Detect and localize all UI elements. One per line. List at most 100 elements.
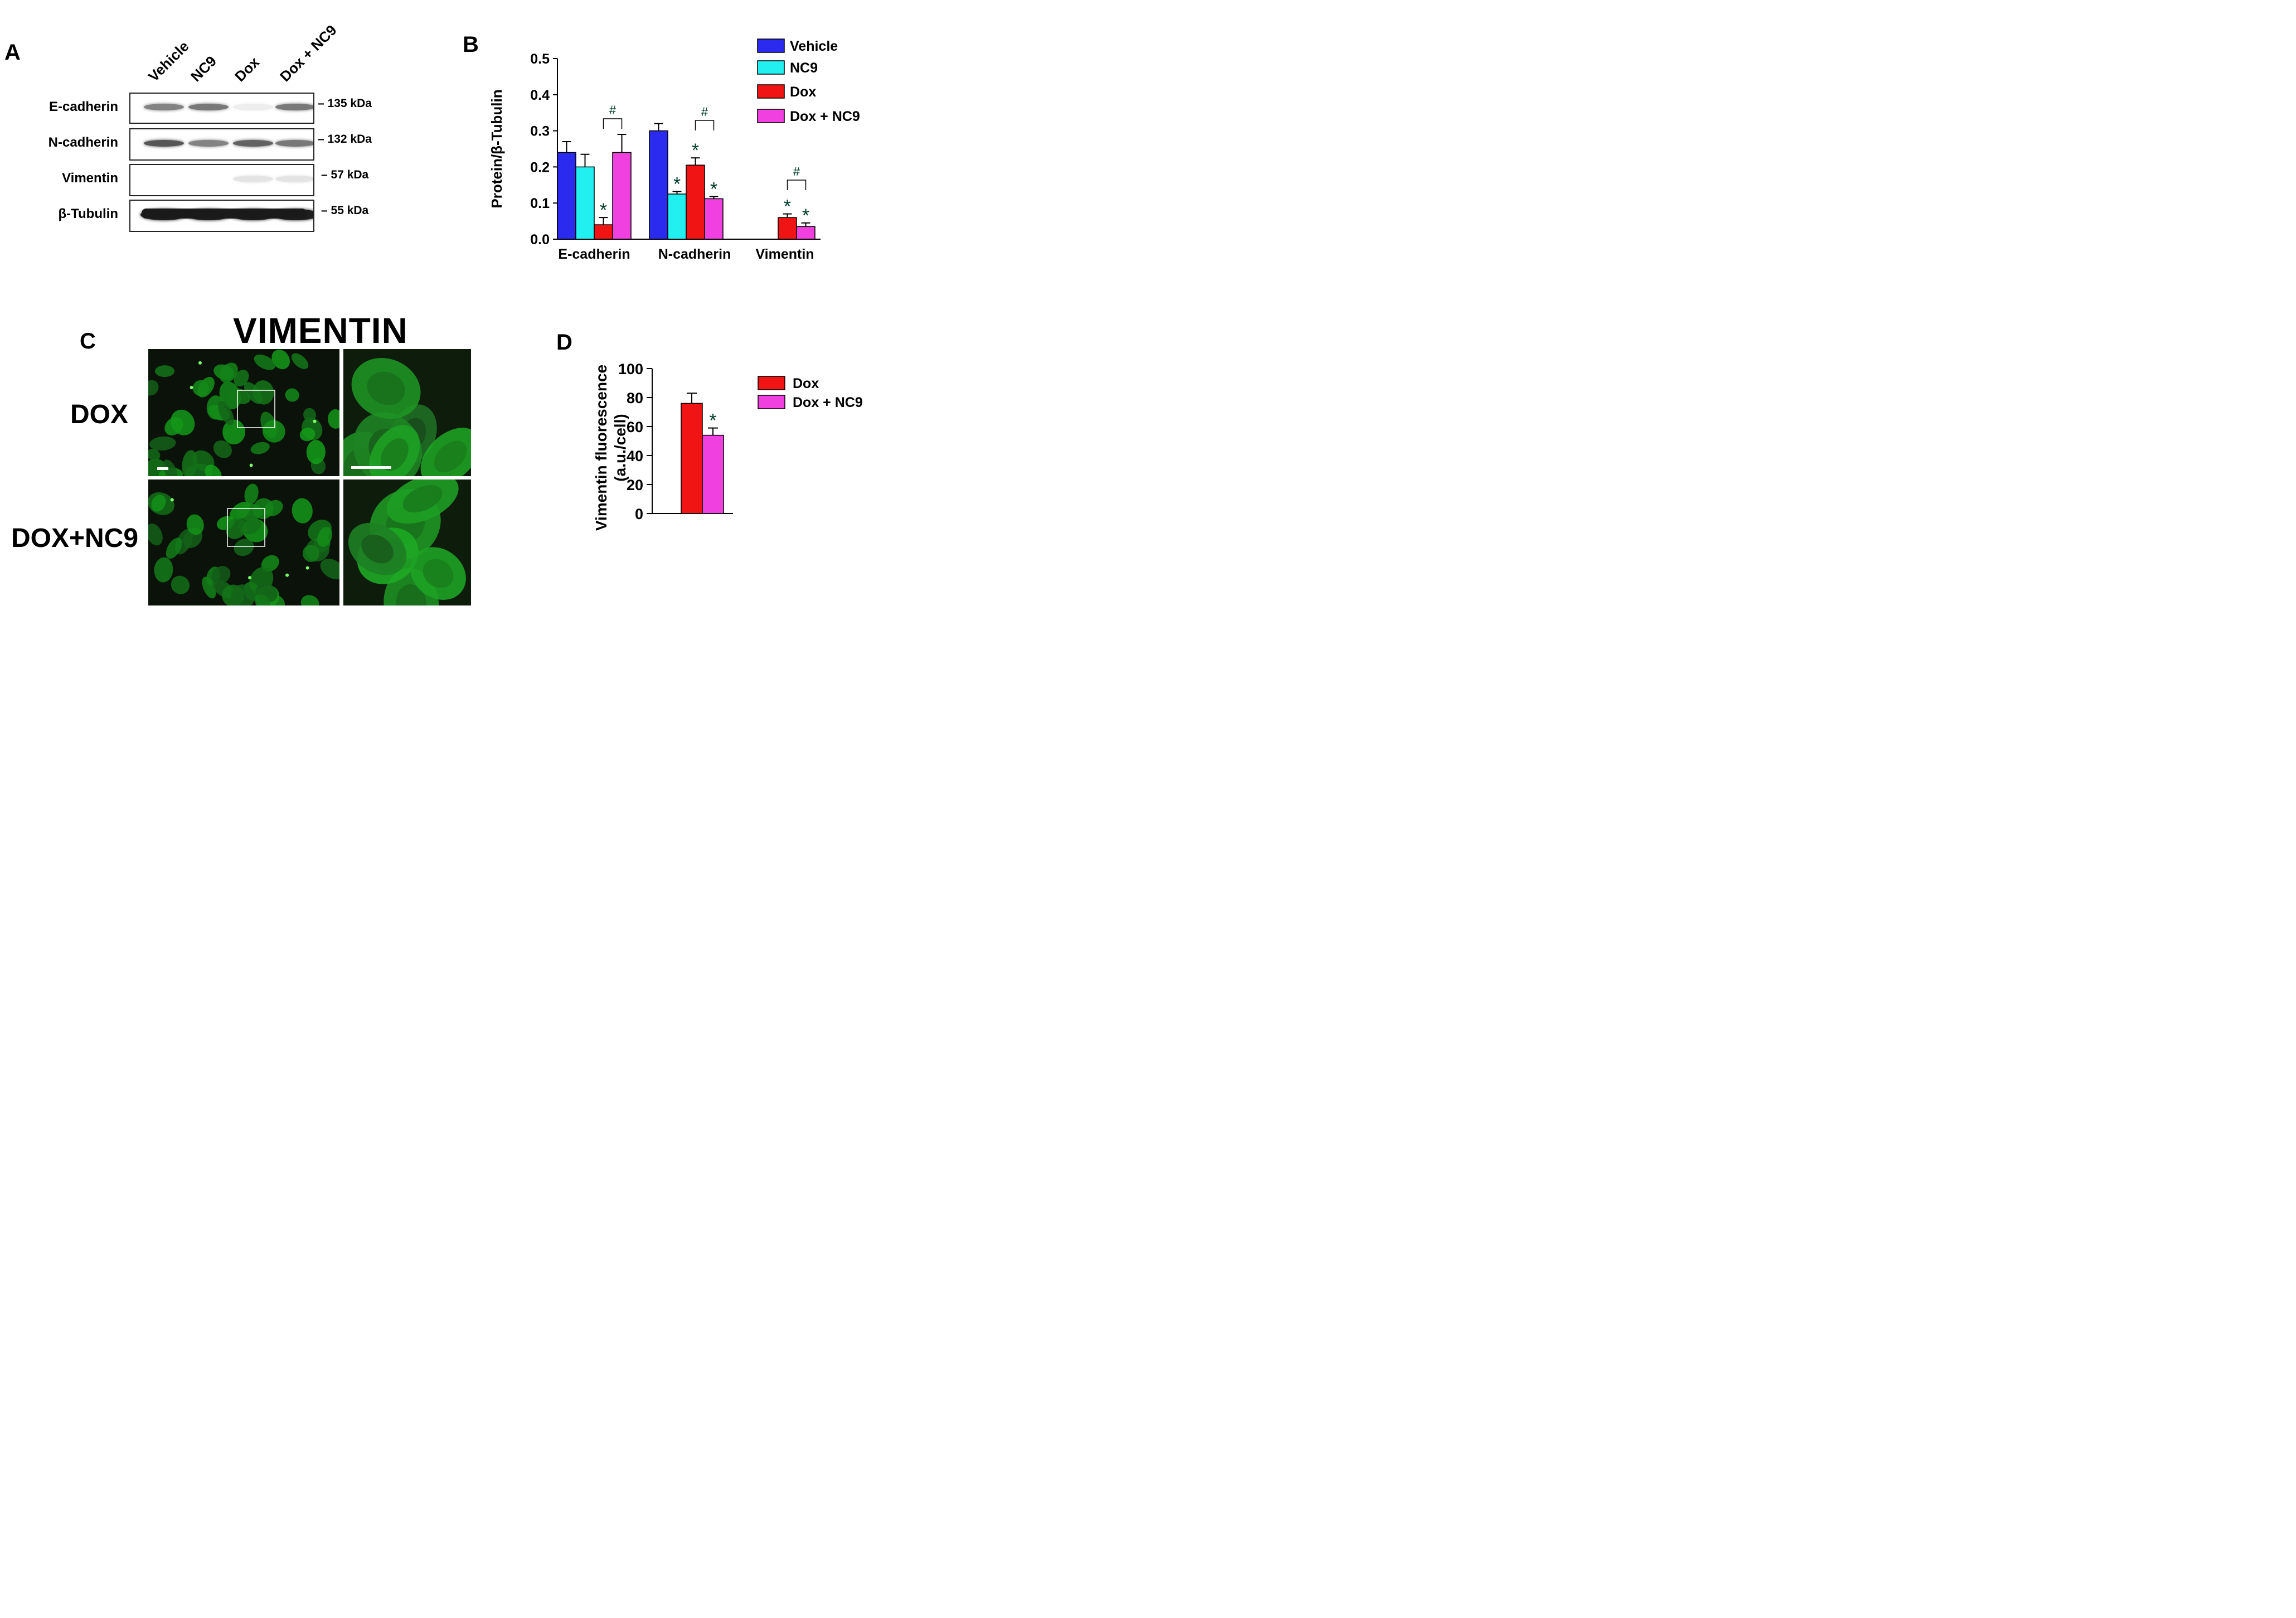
blot-band	[233, 104, 273, 110]
legend-label-vehicle: Vehicle	[790, 38, 838, 54]
legend-label-dox-nc9: Dox + NC9	[790, 109, 860, 124]
cell	[151, 495, 166, 512]
cell	[192, 380, 209, 396]
y-tick-label: 20	[627, 477, 643, 493]
blot-row-label-n-cadherin: N-cadherin	[48, 135, 118, 150]
y-axis-title-line-1: Vimentin fluorescence	[593, 365, 610, 531]
y-tick-label: 100	[618, 361, 643, 377]
bright-speck	[305, 566, 309, 570]
cell	[328, 409, 339, 429]
bar-nc9-e-cadherin	[575, 166, 595, 240]
x-category-label: N-cadherin	[658, 246, 731, 262]
blot-band	[188, 140, 229, 147]
cell	[211, 566, 231, 584]
cell	[300, 595, 319, 605]
cell	[186, 514, 204, 535]
panel-b-label: B	[463, 32, 479, 57]
micrograph-dox-nc9-overview	[148, 479, 339, 605]
panel-c-label: C	[80, 329, 96, 353]
micrograph-dox-nc9-zoom	[343, 479, 471, 605]
blot-band	[144, 104, 184, 110]
scale-bar	[157, 467, 168, 470]
cell	[230, 584, 255, 605]
lane-label-nc9: NC9	[187, 52, 220, 85]
blot-band	[233, 176, 273, 182]
cell	[291, 353, 309, 369]
legend-swatch-dox	[757, 84, 785, 99]
cell	[213, 440, 232, 458]
blot-size-label-n-cadherin: – 132 kDa	[318, 133, 372, 146]
nucleus	[361, 534, 394, 564]
cell	[222, 419, 245, 445]
bar-vehicle-e-cadherin	[557, 152, 576, 240]
legend-swatch-dox	[758, 376, 785, 390]
y-tick-label: 40	[627, 448, 643, 464]
cell	[303, 408, 316, 422]
x-category-label: Vimentin	[755, 246, 814, 262]
cell	[255, 594, 270, 605]
cell	[317, 527, 332, 547]
significance-bracket	[787, 180, 807, 190]
y-tick-label: 0	[635, 506, 643, 522]
bright-speck	[313, 419, 317, 423]
cell	[229, 388, 251, 404]
bar-vehicle-n-cadherin	[649, 130, 668, 240]
cell	[205, 464, 222, 476]
cell	[292, 498, 313, 524]
legend-label-nc9: NC9	[790, 60, 818, 76]
significance-marker: *	[673, 173, 681, 195]
nucleus	[423, 559, 454, 588]
legend-swatch-dox-nc9	[758, 395, 785, 409]
blot-row-label-vimentin: Vimentin	[62, 171, 118, 186]
bright-speck	[190, 386, 193, 390]
cell	[263, 420, 285, 443]
y-tick-label: 0.5	[530, 51, 550, 67]
cell	[154, 365, 175, 377]
blot-band	[275, 176, 313, 182]
significance-bracket	[695, 120, 715, 130]
significance-marker: *	[709, 410, 716, 432]
y-tick-label: 0.2	[530, 159, 550, 175]
bar-dox-vimentin	[778, 217, 797, 240]
nucleus	[402, 485, 443, 513]
cell	[149, 436, 176, 451]
cell	[244, 483, 259, 505]
significance-hash: #	[793, 164, 800, 178]
blot-row-label-e-cadherin: E-cadherin	[48, 99, 118, 114]
bar-dox-nc9-e-cadherin	[612, 152, 632, 240]
significance-hash: #	[701, 105, 708, 119]
blot-strip-vimentin	[129, 164, 314, 196]
panel-d-label: D	[556, 330, 572, 355]
blot-band	[275, 140, 313, 147]
significance-marker: *	[802, 205, 809, 226]
cell	[148, 523, 163, 546]
bar-dox-nc9-n-cadherin	[704, 198, 724, 240]
cell	[154, 557, 173, 583]
blot-band	[188, 104, 229, 110]
micrograph-dox-zoom	[343, 349, 471, 476]
significance-marker: *	[784, 196, 791, 217]
lane-label-vehicle: Vehicle	[145, 37, 192, 85]
x-category-label: E-cadherin	[558, 246, 630, 262]
cell	[166, 537, 182, 559]
cell	[148, 380, 159, 396]
significance-hash: #	[609, 103, 617, 117]
bar-dox	[681, 403, 703, 514]
legend-swatch-nc9	[757, 60, 785, 75]
bright-speck	[249, 463, 253, 467]
cell	[306, 440, 326, 464]
cell	[271, 350, 290, 370]
cell	[250, 442, 270, 454]
zoom-region-box	[237, 390, 275, 428]
y-tick-label: 0.0	[530, 232, 550, 248]
blot-band	[142, 209, 307, 219]
nucleus	[396, 584, 427, 605]
row-label-dox: DOX	[70, 400, 129, 429]
blot-band	[275, 104, 313, 110]
cell	[218, 400, 234, 425]
bar-chart-d: 0 20 40 60 80 100 Vimentin fluorescence (a.u./c…	[593, 361, 863, 531]
legend-swatch-dox-nc9	[757, 109, 785, 123]
blot-size-label-tubulin: – 55 kDa	[321, 204, 369, 217]
blot-band	[233, 140, 273, 147]
cell	[148, 448, 161, 461]
